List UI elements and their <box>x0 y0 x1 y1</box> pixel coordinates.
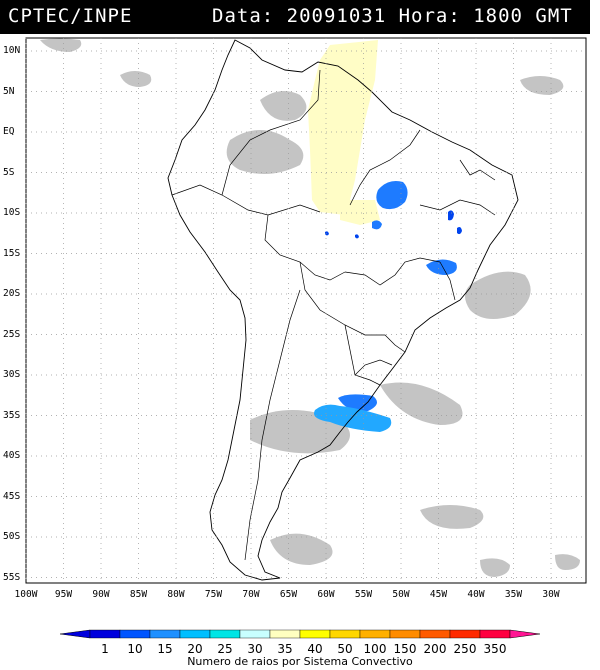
colorbar-cell <box>119 629 151 639</box>
colorbar-tick-label: 150 <box>393 642 417 656</box>
colorbar-cell <box>389 629 421 639</box>
lon-label: 60W <box>317 589 335 600</box>
colorbar-tick-label: 25 <box>217 642 233 656</box>
colorbar-cell <box>299 629 331 639</box>
lightning-area-35 <box>308 40 378 215</box>
colorbar-tick-label: 250 <box>453 642 477 656</box>
lon-label: 40W <box>467 589 485 600</box>
lon-label: 80W <box>167 589 185 600</box>
lat-label: 10N <box>3 45 21 56</box>
lat-label: 25S <box>3 328 21 340</box>
lon-label: 55W <box>354 589 373 600</box>
colorbar-cell <box>209 629 241 639</box>
colorbar-cell <box>89 629 121 639</box>
colorbar-tick-label: 350 <box>483 642 507 656</box>
country-borders <box>171 69 496 561</box>
timestamp-label: Data: 20091031 Hora: 1800 GMT <box>212 5 573 27</box>
colorbar-tick-label: 30 <box>247 642 263 656</box>
title-bar: CPTEC/INPE Data: 20091031 Hora: 1800 GMT <box>0 0 590 34</box>
lat-label: 5N <box>3 85 15 97</box>
lon-label: 90W <box>92 589 110 600</box>
colorbar-cell <box>329 629 361 639</box>
colorbar-left-arrow <box>59 629 91 639</box>
colorbar-ticks: 1 10 15 20 25 30 35 40 50 100 150 200 250 350 <box>0 642 600 656</box>
lat-label: 10S <box>3 207 21 218</box>
lat-label: EQ <box>3 126 15 137</box>
colorbar-caption: Numero de raios por Sistema Convectivo <box>187 655 413 668</box>
convective-systems <box>314 181 462 432</box>
system-1 <box>376 181 408 210</box>
source-label: CPTEC/INPE <box>8 5 133 27</box>
grid-lines <box>25 38 586 583</box>
colorbar-cell <box>269 629 301 639</box>
system-5 <box>426 259 457 275</box>
lightning-area-35b <box>340 200 380 225</box>
colorbar-right-arrow <box>509 629 541 639</box>
lat-label: 30S <box>3 369 21 380</box>
lat-label: 20S <box>3 288 21 299</box>
system-4 <box>457 227 462 235</box>
colorbar-cell <box>239 629 271 639</box>
colorbar-tick-label: 10 <box>127 642 143 656</box>
system-9 <box>314 404 392 432</box>
lon-label: 50W <box>392 589 410 600</box>
colorbar-tick-label: 200 <box>423 642 447 656</box>
colorbar-cells <box>59 629 541 639</box>
system-3 <box>448 210 454 221</box>
colorbar-cell <box>359 629 391 639</box>
colorbar-cell <box>479 629 511 639</box>
lon-label: 95W <box>54 589 73 600</box>
colorbar-tick-label: 15 <box>157 642 173 656</box>
colorbar <box>59 629 541 639</box>
lon-label: 35W <box>504 589 523 600</box>
lat-label: 15S <box>3 247 21 259</box>
system-7 <box>325 231 329 236</box>
lon-label: 45W <box>429 589 448 600</box>
colorbar-tick-label: 100 <box>363 642 387 656</box>
lon-label: 75W <box>204 589 223 600</box>
lon-label: 30W <box>542 589 560 600</box>
lon-label: 70W <box>242 589 260 600</box>
colorbar-cell <box>419 629 451 639</box>
colorbar-tick-label: 40 <box>307 642 323 656</box>
system-6 <box>355 234 359 239</box>
colorbar-cell <box>449 629 481 639</box>
continent-outline <box>167 39 519 581</box>
lat-label: 40S <box>3 450 21 461</box>
lat-label: 5S <box>3 166 15 178</box>
lat-label: 45S <box>3 490 21 502</box>
lon-label: 100W <box>14 589 38 600</box>
lon-label: 65W <box>279 589 298 600</box>
colorbar-tick-label: 20 <box>187 642 203 656</box>
colorbar-cell <box>149 629 181 639</box>
lon-label: 85W <box>129 589 148 600</box>
colorbar-tick-label: 50 <box>337 642 353 656</box>
map-panel <box>0 34 600 600</box>
lat-label: 50S <box>3 531 21 542</box>
colorbar-tick-label: 35 <box>277 642 293 656</box>
map-svg <box>25 37 587 584</box>
colorbar-cell <box>179 629 211 639</box>
lat-label: 35S <box>3 409 21 421</box>
system-2 <box>372 220 382 230</box>
colorbar-tick-label: 1 <box>101 642 109 656</box>
lat-label: 55S <box>3 571 21 583</box>
